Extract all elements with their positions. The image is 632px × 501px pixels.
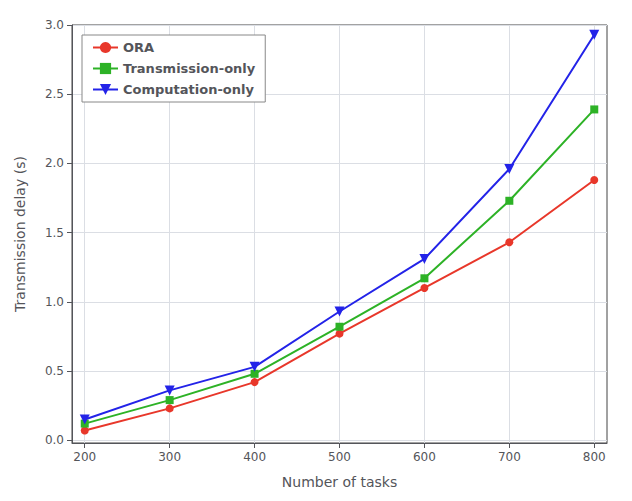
svg-text:Transmission-only: Transmission-only (123, 61, 256, 76)
svg-text:600: 600 (413, 450, 436, 464)
svg-text:700: 700 (498, 450, 521, 464)
svg-text:300: 300 (158, 450, 181, 464)
svg-text:500: 500 (328, 450, 351, 464)
svg-text:Number of tasks: Number of tasks (282, 474, 397, 490)
svg-text:3.0: 3.0 (45, 18, 64, 32)
svg-text:1.0: 1.0 (45, 295, 64, 309)
svg-text:Computation-only: Computation-only (123, 82, 254, 97)
svg-text:0.5: 0.5 (45, 364, 64, 378)
svg-text:200: 200 (73, 450, 96, 464)
svg-text:Transmission delay (s): Transmission delay (s) (12, 156, 28, 313)
svg-text:0.0: 0.0 (45, 433, 64, 447)
svg-text:ORA: ORA (123, 40, 154, 55)
svg-text:1.5: 1.5 (45, 226, 64, 240)
svg-text:800: 800 (583, 450, 606, 464)
svg-text:2.0: 2.0 (45, 156, 64, 170)
svg-text:2.5: 2.5 (45, 87, 64, 101)
svg-text:400: 400 (243, 450, 266, 464)
